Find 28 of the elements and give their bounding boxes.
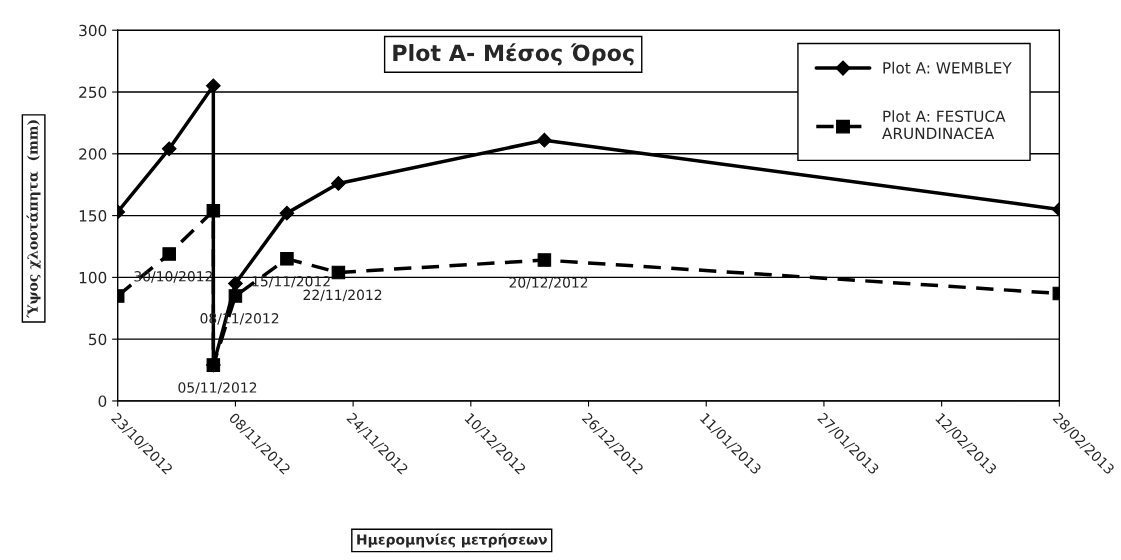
- annotation: 22/11/2012: [303, 289, 382, 302]
- y-tick-label: 300: [79, 24, 107, 37]
- point: [331, 265, 346, 280]
- point: [228, 276, 243, 291]
- y-tick-label: 200: [79, 148, 107, 160]
- point: [280, 252, 294, 266]
- point: [161, 141, 177, 157]
- legend-label: Plot A: FESTUCA ARUNDINACEA: [882, 110, 1006, 140]
- x-axis-title: Ημερομηνίες μετρήσεων: [357, 533, 547, 548]
- y-axis-title: Ύψος χλοοτάπητα (mm): [26, 120, 41, 319]
- point: [279, 205, 295, 221]
- point: [537, 253, 552, 267]
- legend-label: Plot A: WEMBLEY: [883, 61, 1012, 74]
- y-tick-label: 100: [79, 271, 107, 284]
- point: [206, 203, 221, 218]
- y-tick-label: 150: [79, 210, 107, 222]
- point: [228, 289, 243, 303]
- annotation: 20/12/2012: [509, 277, 588, 289]
- y-tick-label: 0: [98, 395, 107, 407]
- y-tick-label: 250: [79, 86, 107, 99]
- point: [331, 176, 346, 191]
- text: Plot A- Μέσος Όρος: [393, 43, 634, 66]
- point: [536, 132, 552, 148]
- point: [205, 78, 221, 94]
- point: [162, 247, 176, 261]
- annotation: 05/11/2012: [178, 382, 257, 394]
- y-tick-label: 50: [89, 333, 107, 346]
- annotation: 15/11/2012: [252, 275, 330, 288]
